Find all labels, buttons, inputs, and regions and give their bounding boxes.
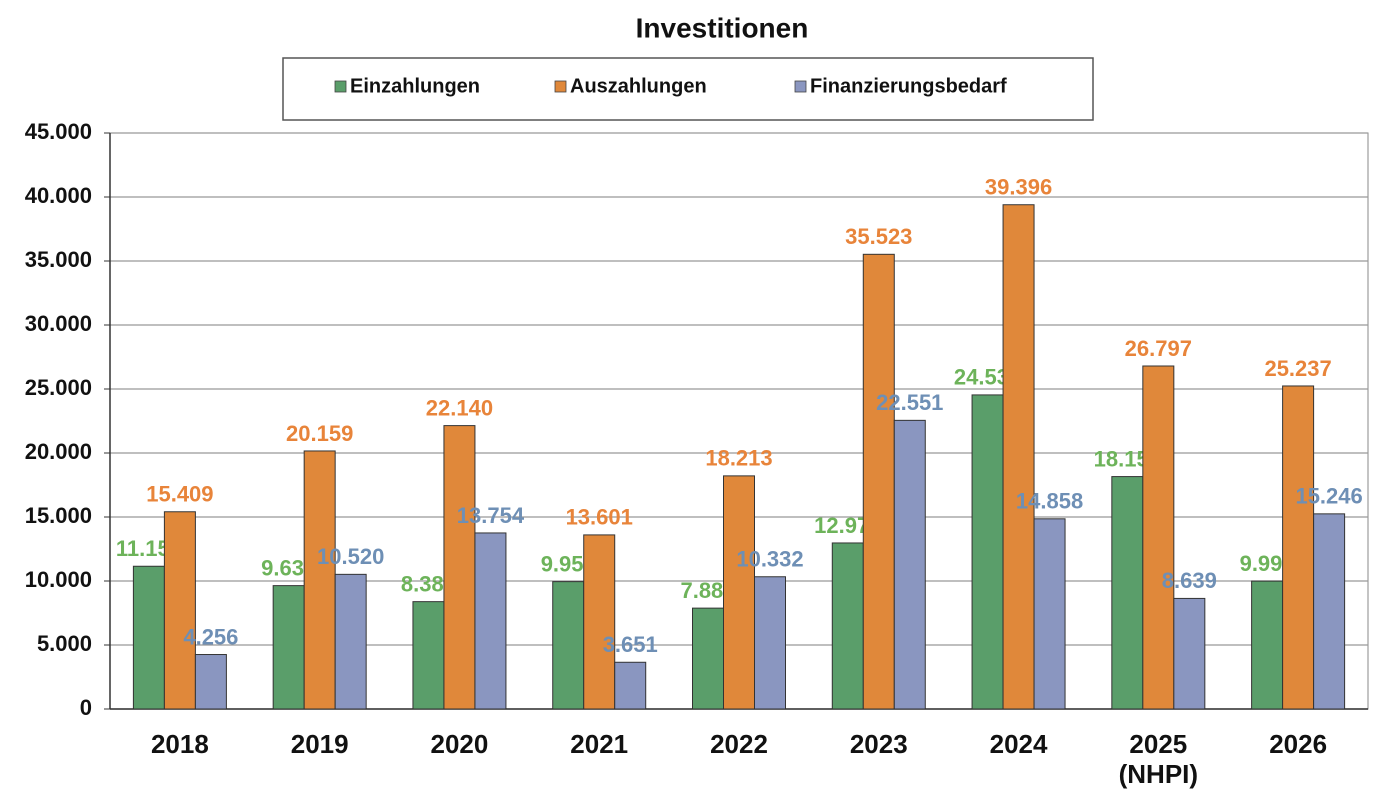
value-label: 26.797 <box>1125 336 1192 361</box>
bar <box>1002 204 1035 710</box>
value-label: 10.332 <box>736 547 803 572</box>
value-label: 4.256 <box>183 624 238 649</box>
chart-title: Investitionen <box>636 12 809 43</box>
y-tick-label: 10.000 <box>25 567 92 592</box>
x-tick-label: 2026 <box>1269 729 1328 759</box>
value-label: 8.639 <box>1162 568 1217 593</box>
bar <box>194 654 227 710</box>
bar <box>692 607 724 710</box>
value-label: 15.246 <box>1295 484 1362 509</box>
bar <box>1033 518 1066 710</box>
bar <box>723 475 755 710</box>
bar <box>831 542 864 710</box>
bar <box>893 419 926 710</box>
x-tick-label: 2020 <box>430 729 489 759</box>
value-label: 39.396 <box>985 175 1052 200</box>
bar <box>754 576 786 710</box>
x-tick-label: 2021 <box>570 729 629 759</box>
y-tick-label: 35.000 <box>25 247 92 272</box>
legend-label: Finanzierungsbedarf <box>810 75 1007 97</box>
legend-box <box>282 57 1094 121</box>
legend-label: Auszahlungen <box>570 75 707 97</box>
y-tick-label: 15.000 <box>25 503 92 528</box>
bar <box>1251 580 1284 710</box>
bar <box>614 661 647 710</box>
y-tick-label: 25.000 <box>25 375 92 400</box>
x-tick-label: 2022 <box>710 729 768 759</box>
value-label: 3.651 <box>603 632 658 657</box>
value-label: 18.213 <box>705 446 772 471</box>
bar <box>272 585 305 710</box>
value-label: 14.858 <box>1016 489 1083 514</box>
legend-swatch <box>794 80 807 93</box>
legend-swatch <box>334 80 347 93</box>
value-label: 22.140 <box>426 395 493 420</box>
bar <box>552 581 585 710</box>
y-tick-label: 0 <box>80 695 92 720</box>
value-label: 35.523 <box>845 224 912 249</box>
x-tick-label: 2025 (NHPI) <box>1118 729 1199 789</box>
bar <box>1142 365 1175 710</box>
bar <box>862 253 895 710</box>
y-tick-label: 45.000 <box>25 119 92 144</box>
value-label: 25.237 <box>1264 356 1331 381</box>
y-tick-label: 30.000 <box>25 311 92 336</box>
bar <box>443 425 476 710</box>
x-tick-label: 2019 <box>290 729 349 759</box>
value-label: 15.409 <box>146 482 213 507</box>
value-label: 20.159 <box>286 421 353 446</box>
value-label: 10.520 <box>317 544 384 569</box>
bar <box>1282 385 1315 710</box>
bar <box>474 532 507 710</box>
bar <box>1111 476 1144 710</box>
bar <box>1313 513 1346 710</box>
x-tick-label: 2023 <box>849 729 908 759</box>
bar <box>334 573 367 710</box>
bar <box>1173 597 1206 710</box>
y-tick-label: 5.000 <box>37 631 92 656</box>
bar <box>971 394 1004 710</box>
x-tick-label: 2024 <box>989 729 1048 759</box>
bar <box>163 511 196 710</box>
bar <box>412 601 445 710</box>
bar <box>583 534 616 710</box>
legend-swatch <box>554 80 567 93</box>
bar <box>132 565 165 710</box>
y-tick-label: 40.000 <box>25 183 92 208</box>
x-tick-label: 2018 <box>150 729 209 759</box>
value-label: 13.754 <box>457 503 525 528</box>
legend-label: Einzahlungen <box>350 75 480 97</box>
value-label: 13.601 <box>566 505 633 530</box>
value-label: 22.551 <box>876 390 943 415</box>
y-tick-label: 20.000 <box>25 439 92 464</box>
bar <box>303 450 336 710</box>
